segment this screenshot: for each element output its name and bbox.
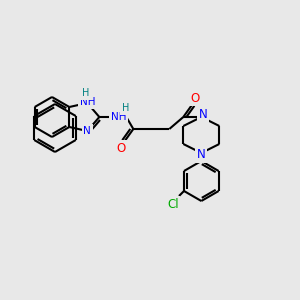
Text: N: N xyxy=(197,148,206,161)
Text: N: N xyxy=(199,109,208,122)
Text: N: N xyxy=(83,126,91,136)
Text: O: O xyxy=(191,92,200,104)
Text: O: O xyxy=(117,142,126,154)
Text: NH: NH xyxy=(111,112,126,122)
Text: Cl: Cl xyxy=(167,197,179,211)
Text: H: H xyxy=(82,88,89,98)
Text: H: H xyxy=(122,103,129,113)
Text: NH: NH xyxy=(80,97,95,107)
